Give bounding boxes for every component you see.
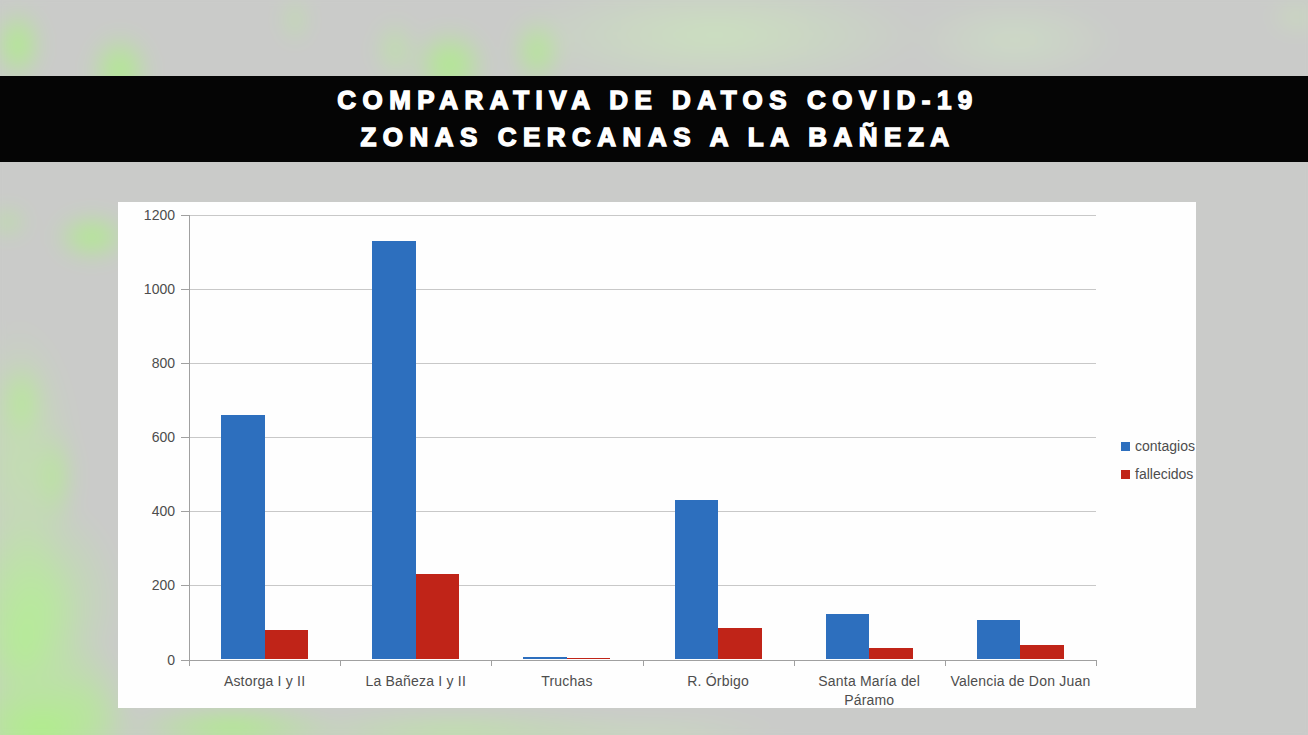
x-axis-tick (491, 660, 492, 666)
x-category-label: Santa María del Páramo (794, 672, 944, 710)
y-axis-tick (181, 660, 189, 661)
bar-contagios-4 (826, 614, 870, 659)
gridline (189, 215, 1096, 216)
bar-contagios-3 (675, 500, 719, 659)
y-tick-label: 600 (118, 429, 175, 445)
x-category-label: Astorga I y II (190, 672, 340, 691)
gridline (189, 289, 1096, 290)
y-axis-line (189, 215, 190, 660)
y-tick-label: 800 (118, 355, 175, 371)
bar-contagios-2 (523, 657, 567, 660)
y-tick-label: 0 (118, 652, 175, 668)
banner-title-line2: ZONAS CERCANAS A LA BAÑEZA (360, 119, 955, 156)
bar-contagios-5 (977, 620, 1021, 660)
y-axis-tick (181, 289, 189, 290)
x-axis-tick (945, 660, 946, 666)
gridline (189, 585, 1096, 586)
gridline (189, 363, 1096, 364)
bar-fallecidos-0 (265, 630, 309, 660)
x-category-label: La Bañeza I y II (341, 672, 491, 691)
banner-title-line1: COMPARATIVA DE DATOS COVID-19 (337, 82, 979, 119)
y-axis-tick (181, 363, 189, 364)
bar-fallecidos-4 (869, 648, 913, 659)
y-axis-tick (181, 437, 189, 438)
y-tick-label: 1000 (118, 281, 175, 297)
bar-fallecidos-1 (416, 574, 460, 659)
x-axis-tick (643, 660, 644, 666)
gridline (189, 511, 1096, 512)
x-category-label: Truchas (492, 672, 642, 691)
x-axis-tick (794, 660, 795, 666)
y-axis-tick (181, 585, 189, 586)
legend-label-fallecidos: fallecidos (1135, 466, 1193, 482)
legend-swatch-fallecidos (1121, 470, 1130, 479)
bar-fallecidos-3 (718, 628, 762, 659)
x-category-label: R. Órbigo (643, 672, 793, 691)
title-banner: COMPARATIVA DE DATOS COVID-19 ZONAS CERC… (0, 76, 1308, 162)
legend-swatch-contagios (1121, 442, 1130, 451)
bar-contagios-0 (221, 415, 265, 659)
bar-fallecidos-5 (1020, 645, 1064, 660)
y-tick-label: 200 (118, 577, 175, 593)
y-tick-label: 400 (118, 503, 175, 519)
x-axis-tick (340, 660, 341, 666)
y-axis-tick (181, 215, 189, 216)
x-axis-tick (1096, 660, 1097, 666)
legend-label-contagios: contagios (1135, 438, 1195, 454)
chart-panel: 0 200 400 600 800 1000 1200 Astorga I y IILa Ba… (118, 202, 1196, 708)
y-tick-label: 1200 (118, 207, 175, 223)
bar-fallecidos-2 (567, 658, 611, 660)
bar-contagios-1 (372, 241, 416, 660)
x-axis-tick (189, 660, 190, 666)
y-axis-tick (181, 511, 189, 512)
gridline (189, 437, 1096, 438)
x-category-label: Valencia de Don Juan (945, 672, 1095, 691)
